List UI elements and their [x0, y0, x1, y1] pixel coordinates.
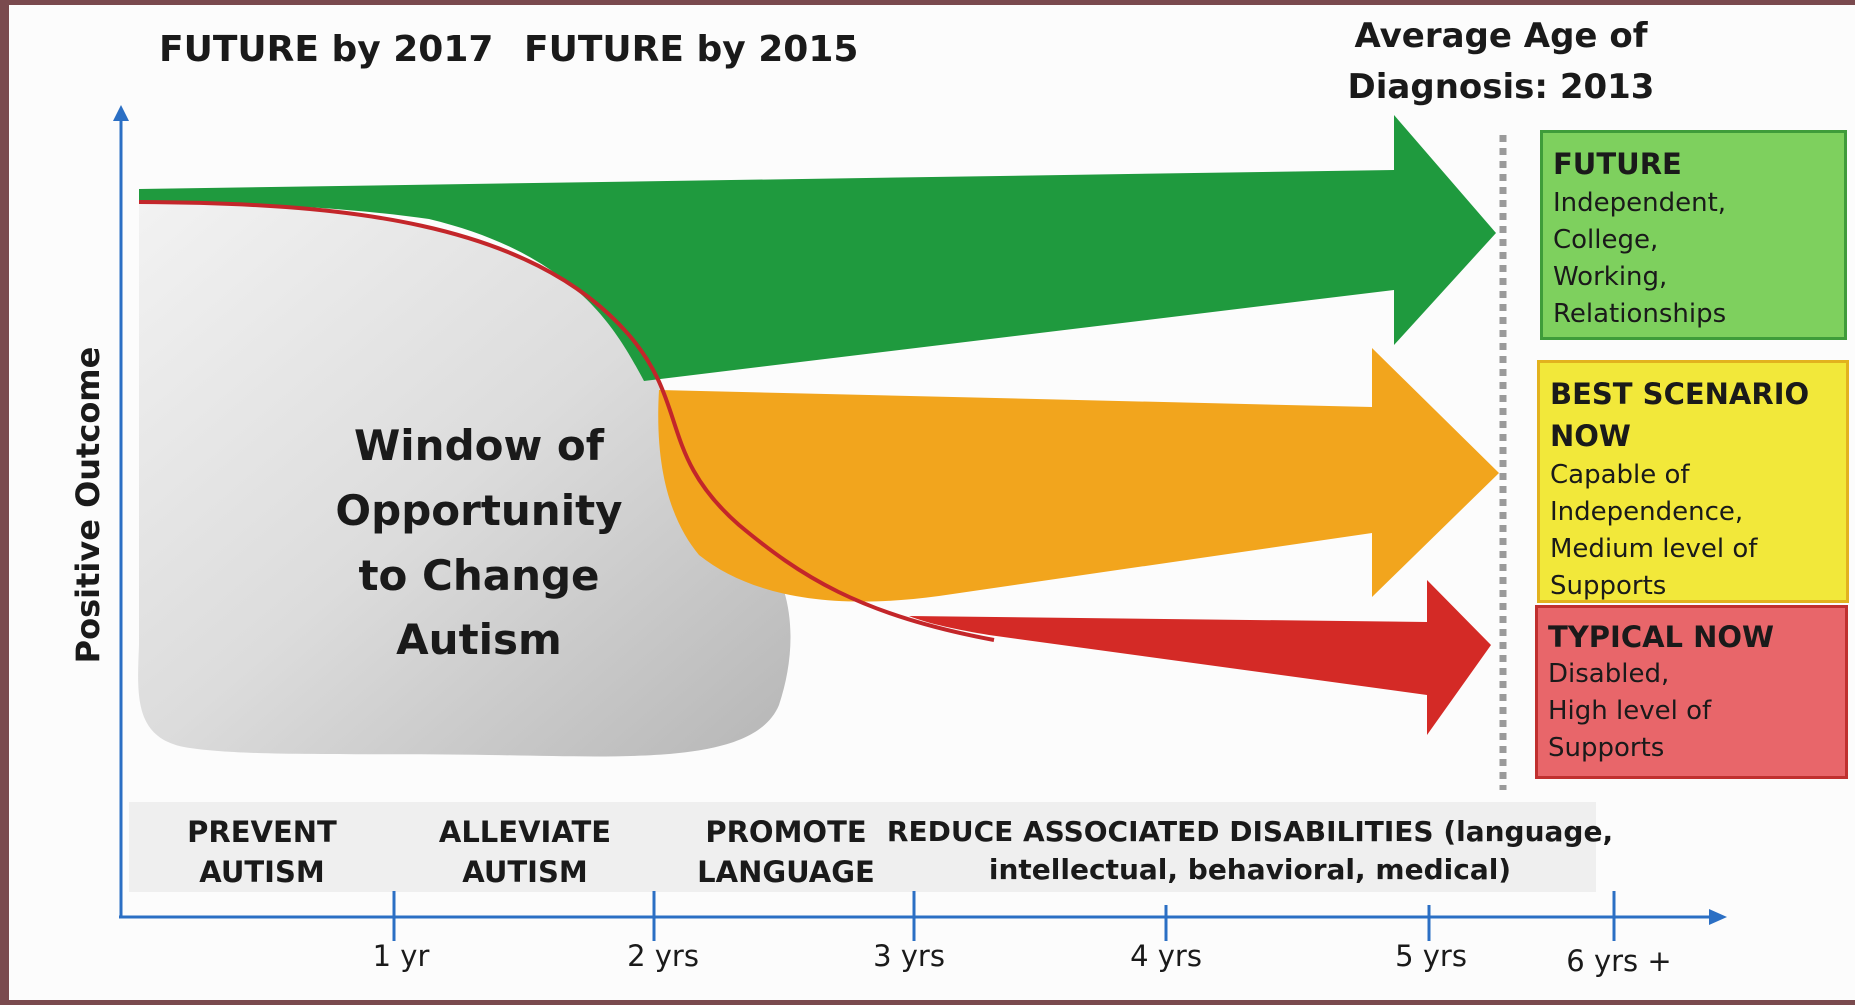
future-2015-label: FUTURE by 2015: [524, 29, 858, 70]
future-outcome-line: Working,: [1553, 262, 1668, 292]
typical-now-title: TYPICAL NOW: [1548, 620, 1775, 654]
future-outcome-box: FUTURE Independent, College, Working, Re…: [1540, 130, 1847, 340]
x-tick-label: 2 yrs: [627, 939, 699, 973]
diagram-canvas: FUTURE by 2017 FUTURE by 2015 Average Ag…: [9, 5, 1855, 1000]
phase-prevent-line1: PREVENT: [187, 815, 337, 849]
average-age-label-line2: Diagnosis: 2013: [1348, 67, 1655, 107]
typical-now-arrow: [909, 580, 1491, 735]
typical-now-line: High level of: [1548, 696, 1712, 726]
future-2017-label: FUTURE by 2017: [159, 29, 493, 70]
best-scenario-line: Supports: [1550, 571, 1667, 601]
window-label: Window of Opportunity to Change Autism: [335, 421, 622, 664]
x-axis-arrowhead: [1709, 909, 1727, 925]
future-outcome-line: Relationships: [1553, 299, 1727, 329]
future-outcome-line: College,: [1553, 225, 1659, 255]
phase-reduce-line2: intellectual, behavioral, medical): [989, 853, 1511, 886]
y-axis-label: Positive Outcome: [69, 347, 107, 664]
future-outcome-title: FUTURE: [1553, 147, 1682, 181]
best-scenario-box: BEST SCENARIO NOW Capable of Independenc…: [1537, 360, 1849, 603]
x-tick-label: 3 yrs: [873, 939, 945, 973]
window-label-line: Autism: [396, 615, 562, 664]
window-label-line: Window of: [354, 421, 605, 470]
typical-trajectory-line: [138, 200, 995, 642]
future-outcome-line: Independent,: [1553, 188, 1727, 218]
x-tick-label: 6 yrs +: [1566, 944, 1671, 978]
window-label-line: to Change: [358, 551, 599, 600]
phase-alleviate-line2: AUTISM: [462, 855, 587, 889]
y-axis-arrowhead: [113, 105, 129, 121]
window-label-line: Opportunity: [335, 486, 622, 535]
phase-alleviate-line1: ALLEVIATE: [439, 815, 611, 849]
best-scenario-line: Medium level of: [1550, 534, 1758, 564]
x-tick-label: 5 yrs: [1395, 939, 1467, 973]
typical-now-box: TYPICAL NOW Disabled, High level of Supp…: [1535, 605, 1848, 779]
phase-promote-line2: LANGUAGE: [697, 855, 875, 889]
best-scenario-arrow: [658, 348, 1499, 602]
best-scenario-line: Independence,: [1550, 497, 1744, 527]
phase-promote-line1: PROMOTE: [705, 815, 866, 849]
best-scenario-line: Capable of: [1550, 460, 1690, 490]
phase-reduce-line1: REDUCE ASSOCIATED DISABILITIES (language…: [887, 815, 1613, 848]
phase-prevent-line2: AUTISM: [199, 855, 324, 889]
average-age-label-line1: Average Age of: [1355, 16, 1649, 56]
phase-band: [129, 802, 1596, 892]
x-tick-label: 1 yr: [373, 939, 430, 973]
best-scenario-title: BEST SCENARIO NOW: [1550, 377, 1810, 453]
diagram-svg: FUTURE by 2017 FUTURE by 2015 Average Ag…: [69, 16, 1727, 978]
typical-now-line: Supports: [1548, 733, 1665, 763]
future-arrow: [139, 115, 1496, 381]
typical-now-line: Disabled,: [1548, 659, 1670, 689]
x-tick-label: 4 yrs: [1130, 939, 1202, 973]
